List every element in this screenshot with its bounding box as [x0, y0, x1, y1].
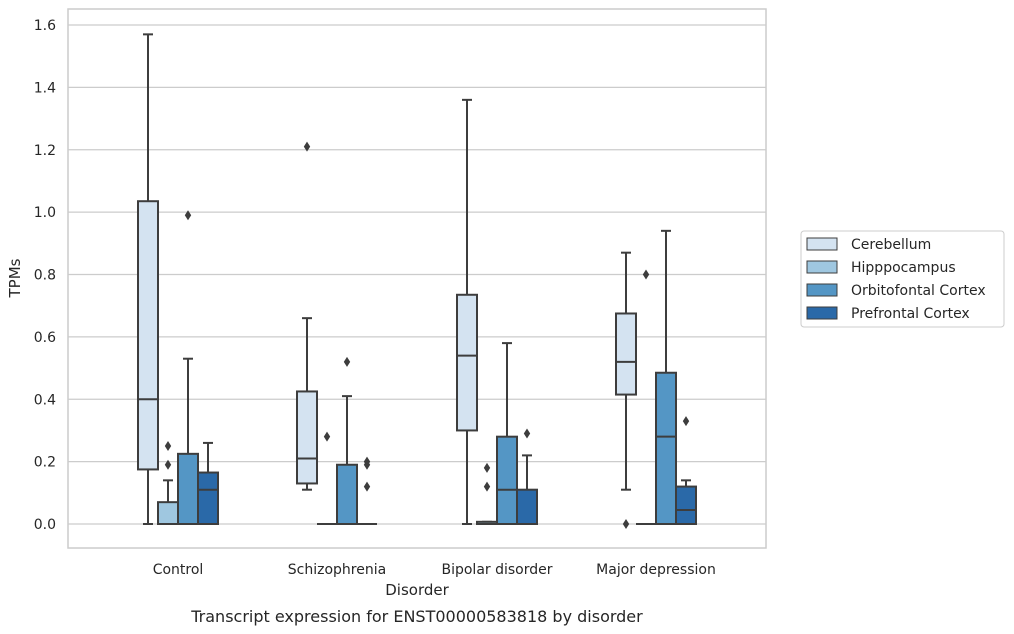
legend-swatch — [806, 283, 838, 297]
box-2-0 — [177, 210, 199, 525]
x-tick-label: Control — [153, 562, 204, 578]
box-1-3 — [636, 269, 656, 525]
y-axis-ticks: 0.0 0.2 0.4 0.6 0.8 1.0 1.2 1.4 1.6 — [34, 18, 56, 533]
box-3-3 — [675, 416, 697, 526]
y-tick-label: 1.0 — [34, 205, 56, 221]
box-iqr — [296, 390, 318, 485]
box-0-2 — [456, 98, 478, 525]
legend: Cerebellum Hipppocampus Orbitofontal Corte… — [800, 230, 1005, 328]
box-0-0 — [137, 33, 159, 525]
outlier-point — [323, 431, 331, 442]
box-iqr — [157, 501, 179, 526]
box-2-2 — [496, 342, 518, 525]
legend-swatch — [806, 306, 838, 320]
plot-frame — [67, 8, 767, 549]
box-iqr — [496, 435, 518, 525]
y-tick-label: 1.6 — [34, 18, 56, 34]
outlier-point — [303, 141, 311, 152]
legend-label: Prefrontal Cortex — [851, 306, 970, 322]
box-1-2 — [476, 462, 498, 526]
outlier-point — [523, 428, 531, 439]
legend-frame — [800, 230, 1005, 328]
box-iqr — [675, 485, 697, 526]
outlier-point — [363, 459, 371, 470]
outlier-point — [483, 462, 491, 473]
outlier-point — [622, 519, 630, 529]
y-tick-label: 0.0 — [34, 517, 56, 533]
box-3-2 — [516, 428, 538, 526]
chart-caption: Transcript expression for ENST0000058381… — [190, 607, 643, 626]
x-tick-label: Schizophrenia — [288, 562, 386, 578]
x-axis-title: Disorder — [385, 581, 449, 599]
outlier-point — [682, 416, 690, 427]
box-0-1 — [296, 141, 318, 491]
legend-label: Hipppocampus — [851, 260, 956, 276]
legend-label: Cerebellum — [851, 237, 931, 253]
x-tick-label: Major depression — [596, 562, 716, 578]
box-plot-area — [137, 33, 697, 529]
box-iqr — [516, 488, 538, 526]
outlier-point — [164, 459, 172, 470]
box-iqr — [456, 293, 478, 432]
box-iqr — [137, 200, 159, 471]
x-tick-label: Bipolar disorder — [441, 562, 552, 578]
box-iqr — [336, 463, 358, 525]
legend-label: Orbitofontal Cortex — [851, 283, 986, 299]
legend-swatch — [806, 260, 838, 274]
outlier-point — [184, 210, 192, 221]
y-tick-label: 0.8 — [34, 268, 56, 284]
legend-swatch — [806, 237, 838, 251]
box-iqr — [655, 371, 677, 525]
box-2-1 — [336, 356, 358, 525]
outlier-point — [164, 441, 172, 452]
outlier-point — [363, 481, 371, 492]
outlier-point — [642, 269, 650, 280]
box-0-3 — [615, 251, 637, 529]
box-3-1 — [357, 456, 377, 525]
outlier-point — [343, 356, 351, 367]
box-iqr — [615, 312, 637, 396]
y-tick-label: 1.2 — [34, 143, 56, 159]
y-axis-title: TPMs — [6, 258, 24, 298]
y-tick-label: 1.4 — [34, 80, 56, 96]
box-3-0 — [197, 441, 219, 525]
box-1-0 — [157, 441, 179, 526]
y-tick-label: 0.6 — [34, 330, 56, 346]
outlier-point — [483, 481, 491, 492]
box-2-3 — [655, 229, 677, 525]
y-tick-label: 0.4 — [34, 392, 56, 408]
box-iqr — [177, 452, 199, 525]
box-iqr — [197, 471, 219, 525]
y-tick-label: 0.2 — [34, 455, 56, 471]
box-1-1 — [317, 431, 337, 525]
x-axis-ticks: Control Schizophrenia Bipolar disorder Majo… — [153, 562, 716, 578]
